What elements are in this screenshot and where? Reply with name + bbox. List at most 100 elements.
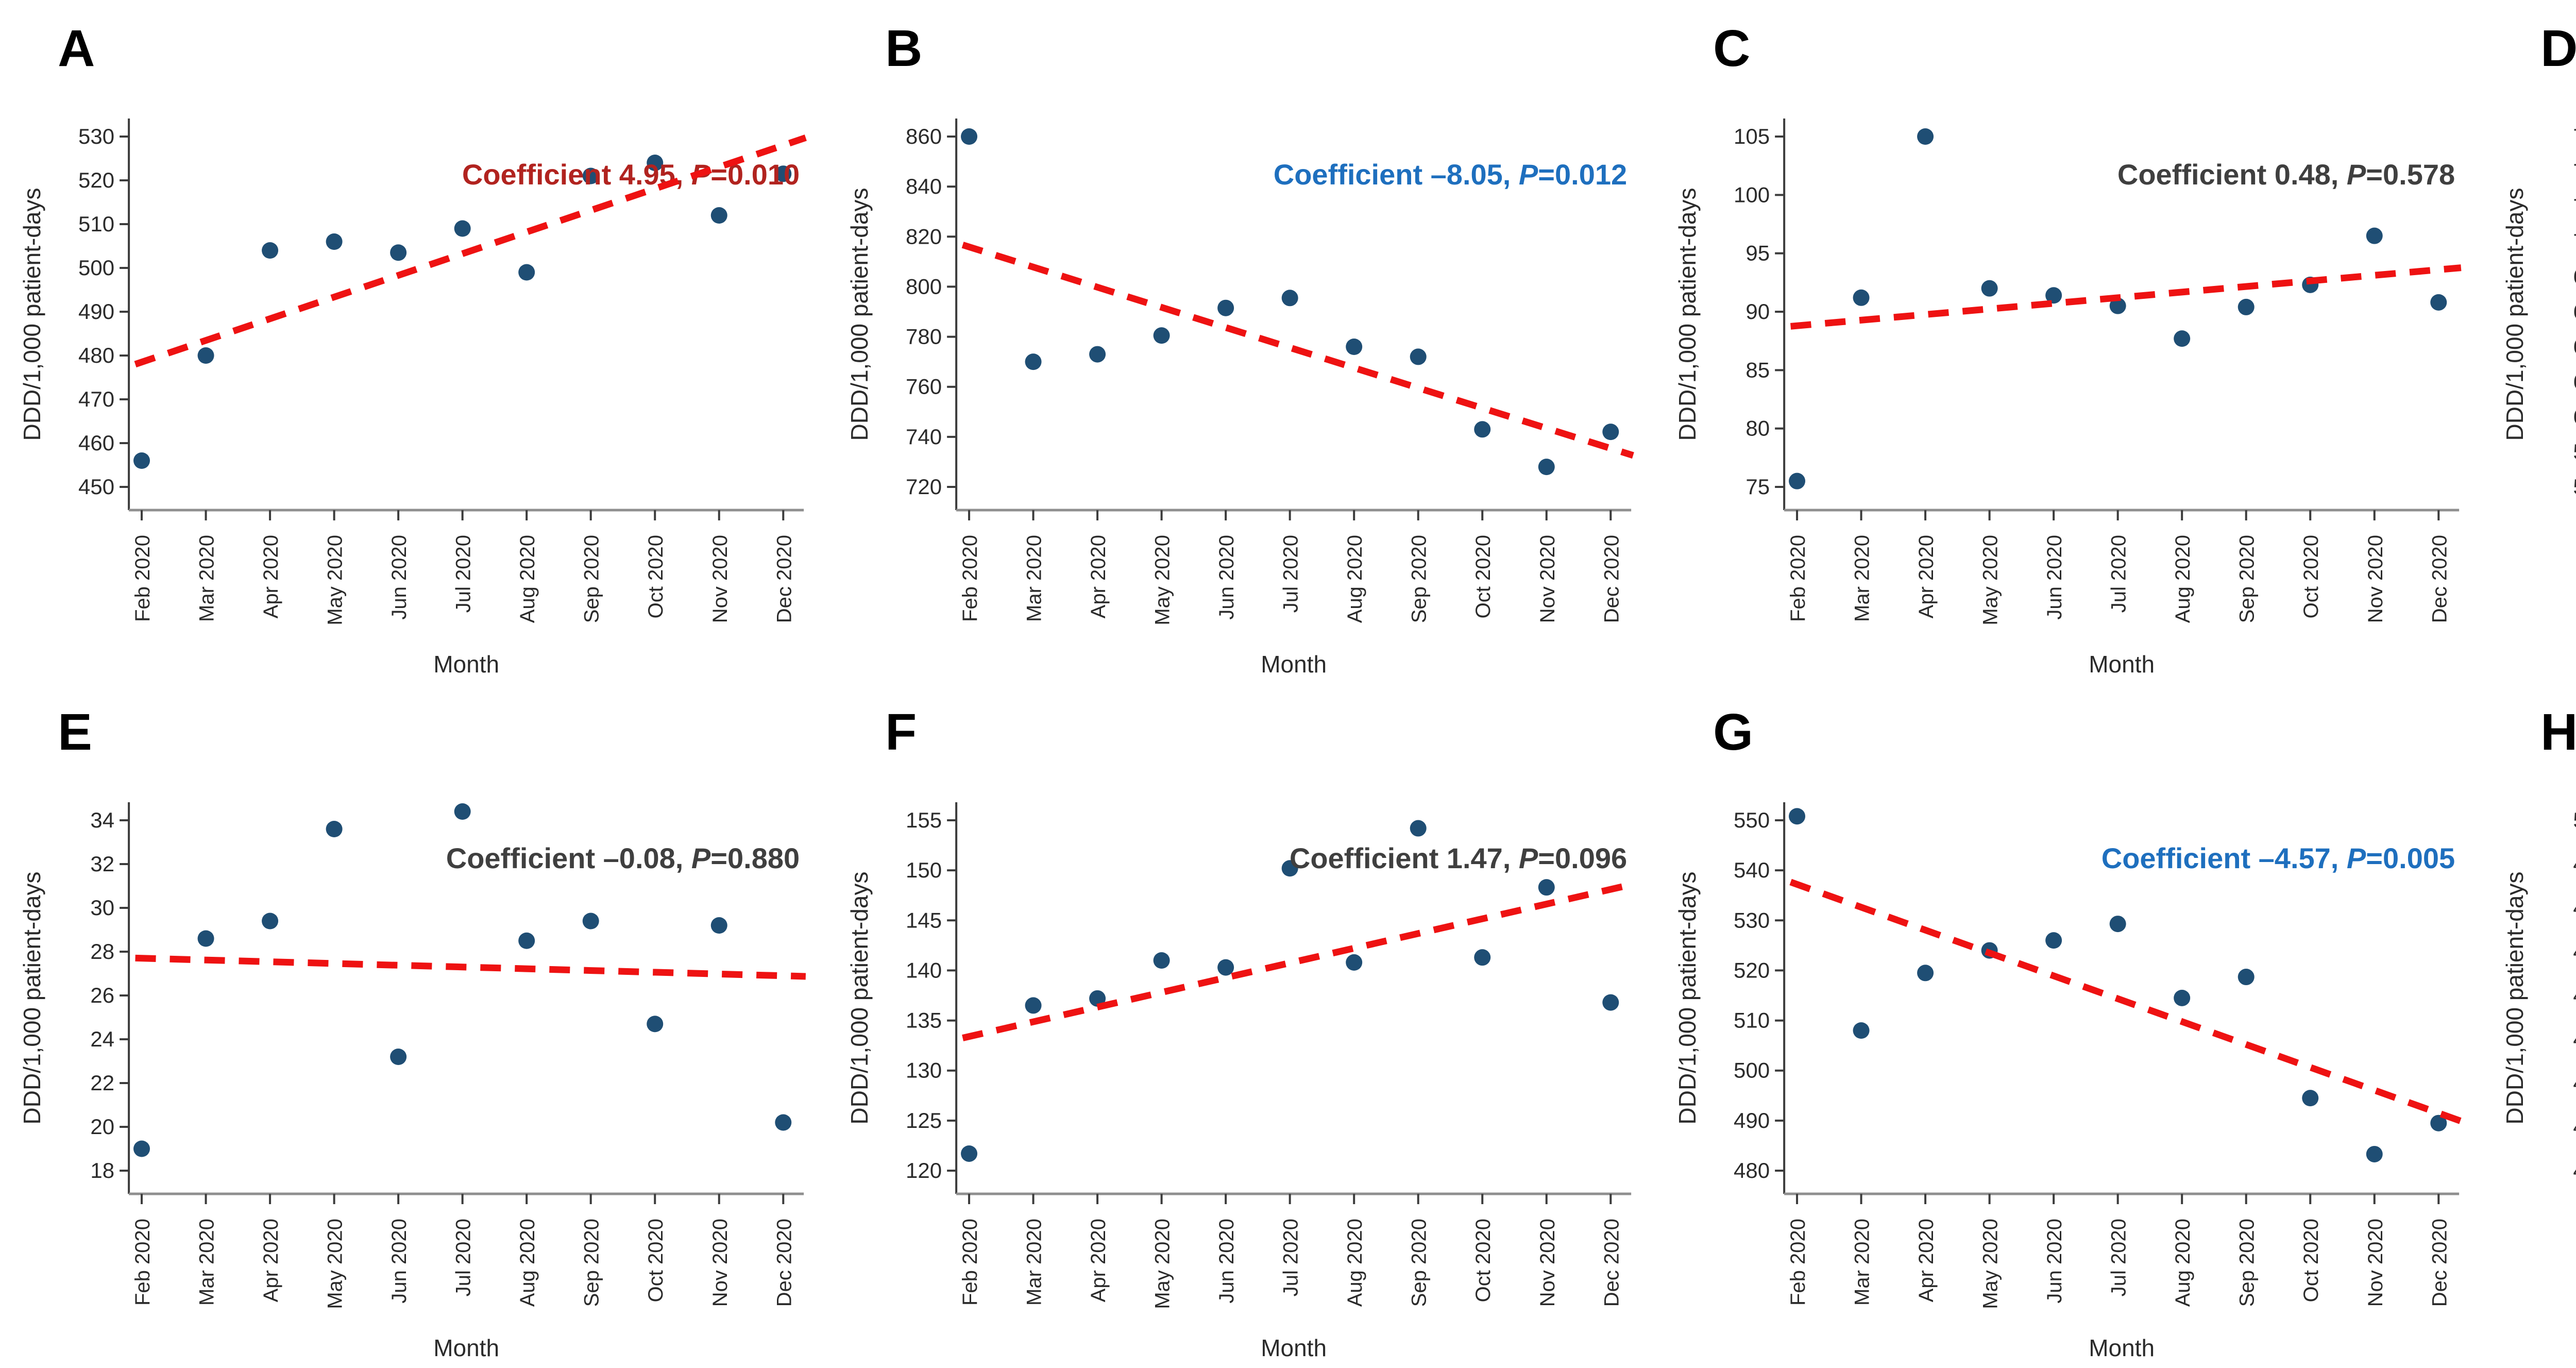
data-point	[1474, 421, 1491, 438]
y-tick-label: 500	[1734, 1058, 1770, 1083]
x-tick-label: Jul 2020	[452, 535, 475, 613]
x-tick-label: May 2020	[1151, 1219, 1174, 1309]
x-tick-label: Jul 2020	[452, 1219, 475, 1296]
y-tick-label: 105	[1734, 124, 1770, 148]
data-point	[2366, 1145, 2383, 1162]
panel-label: A	[58, 20, 95, 77]
x-tick-label: Oct 2020	[2300, 535, 2323, 618]
data-point	[2109, 297, 2126, 314]
coefficient-annotation: Coefficient 4.95, P=0.010	[462, 158, 800, 191]
y-tick-label: 34	[90, 808, 114, 832]
panel-label: B	[885, 20, 922, 77]
x-tick-label: Jun 2020	[388, 535, 411, 620]
y-tick-label: 45	[2573, 1027, 2576, 1051]
y-tick-label: 530	[1734, 908, 1770, 932]
x-tick-label: Nov 2020	[1536, 1219, 1559, 1307]
x-tick-label: Mar 2020	[1851, 1219, 1873, 1306]
data-point	[1153, 327, 1170, 344]
y-tick-label: 550	[1734, 808, 1770, 832]
data-point	[2045, 287, 2062, 304]
data-point	[1788, 472, 1805, 489]
data-point	[2366, 227, 2383, 244]
data-point	[1602, 994, 1619, 1011]
coefficient-annotation: Coefficient –8.05, P=0.012	[1274, 158, 1627, 191]
x-tick-label: Nov 2020	[1536, 535, 1559, 623]
data-point	[2173, 330, 2190, 347]
data-point	[1153, 952, 1170, 969]
x-tick-label: Feb 2020	[131, 535, 154, 622]
x-tick-label: Oct 2020	[2300, 1219, 2323, 1302]
y-tick-label: 480	[78, 343, 114, 367]
y-tick-label: 740	[906, 425, 942, 449]
x-tick-label: Dec 2020	[1601, 535, 1623, 623]
panel-label: E	[58, 703, 92, 761]
y-tick-label: 720	[906, 475, 942, 499]
y-tick-label: 74	[2573, 159, 2576, 183]
x-tick-label: Mar 2020	[1851, 535, 1873, 622]
x-tick-label: Dec 2020	[773, 535, 795, 623]
y-tick-label: 49	[2573, 852, 2576, 876]
data-point	[1410, 348, 1427, 365]
data-point	[1602, 424, 1619, 441]
x-tick-label: Aug 2020	[516, 1219, 539, 1307]
y-tick-label: 800	[906, 274, 942, 298]
y-tick-label: 26	[90, 983, 114, 1007]
y-tick-label: 50	[2573, 808, 2576, 832]
x-tick-label: Aug 2020	[1344, 535, 1366, 623]
x-tick-label: Feb 2020	[1787, 535, 1809, 622]
y-tick-label: 150	[906, 858, 942, 882]
data-point	[2238, 969, 2255, 986]
data-point	[390, 244, 407, 261]
y-axis-title: DDD/1,000 patient-days	[2501, 188, 2528, 441]
panel-C: C 75 80 85 90 95 100 105 Feb 2020 Mar 2020 Apr 202…	[1655, 0, 2483, 684]
coefficient-annotation: Coefficient 1.47, P=0.096	[1290, 842, 1627, 874]
panel-chart-F: F 120 125 130 135 140 145 150 155 Feb 2020 Mar 202…	[846, 703, 1634, 1361]
panel-chart-C: C 75 80 85 90 95 100 105 Feb 2020 Mar 2020 Apr 202…	[1674, 20, 2461, 678]
data-point	[454, 220, 471, 237]
x-tick-label: Oct 2020	[1472, 535, 1495, 618]
x-tick-label: Apr 2020	[1087, 1219, 1110, 1302]
panel-E: E 18 20 22 24 26 28 30 32 34 Feb 2020 Mar 2020 Apr 2…	[0, 684, 827, 1367]
y-axis-title: DDD/1,000 patient-days	[846, 188, 873, 441]
y-tick-label: 58	[2573, 440, 2576, 464]
y-tick-label: 32	[90, 852, 114, 876]
x-tick-label: Sep 2020	[2235, 1219, 2258, 1307]
y-tick-label: 860	[906, 124, 942, 148]
y-tick-label: 18	[90, 1158, 114, 1183]
y-tick-label: 140	[906, 958, 942, 982]
y-tick-label: 85	[1745, 358, 1770, 382]
x-tick-label: Jun 2020	[1215, 1219, 1238, 1304]
x-tick-label: Sep 2020	[1408, 535, 1431, 623]
y-tick-label: 135	[906, 1008, 942, 1033]
panel-label: C	[1713, 20, 1750, 77]
y-axis-title: DDD/1,000 patient-days	[1674, 872, 1701, 1125]
x-axis-title: Month	[2089, 1335, 2155, 1361]
y-tick-label: 42	[2573, 1158, 2576, 1183]
y-tick-label: 510	[1734, 1008, 1770, 1033]
x-tick-label: Dec 2020	[1601, 1219, 1623, 1307]
x-tick-label: Nov 2020	[709, 535, 732, 623]
y-tick-label: 76	[2573, 124, 2576, 148]
x-tick-label: Aug 2020	[1344, 1219, 1366, 1307]
data-point	[1853, 289, 1870, 306]
panel-A: A 450 460 470 480 490 500 510 520 530 Feb 2020 Mar …	[0, 0, 827, 684]
x-tick-label: Aug 2020	[2172, 1219, 2194, 1307]
y-tick-label: 450	[78, 475, 114, 499]
x-tick-label: Mar 2020	[196, 1219, 218, 1306]
x-tick-label: Sep 2020	[1408, 1219, 1431, 1307]
y-tick-label: 72	[2573, 194, 2576, 218]
y-tick-label: 100	[1734, 182, 1770, 207]
y-tick-label: 490	[78, 299, 114, 324]
x-tick-label: Jun 2020	[2043, 535, 2066, 620]
x-tick-label: Sep 2020	[581, 1219, 603, 1307]
y-tick-label: 95	[1745, 241, 1770, 265]
y-axis-title: DDD/1,000 patient-days	[846, 872, 873, 1125]
data-point	[647, 1016, 664, 1033]
panel-chart-A: A 450 460 470 480 490 500 510 520 530 Feb 2020 Mar …	[19, 20, 807, 678]
data-point	[1538, 879, 1555, 896]
x-tick-label: Mar 2020	[1023, 1219, 1046, 1306]
y-tick-label: 70	[2573, 229, 2576, 254]
data-point	[2109, 916, 2126, 933]
